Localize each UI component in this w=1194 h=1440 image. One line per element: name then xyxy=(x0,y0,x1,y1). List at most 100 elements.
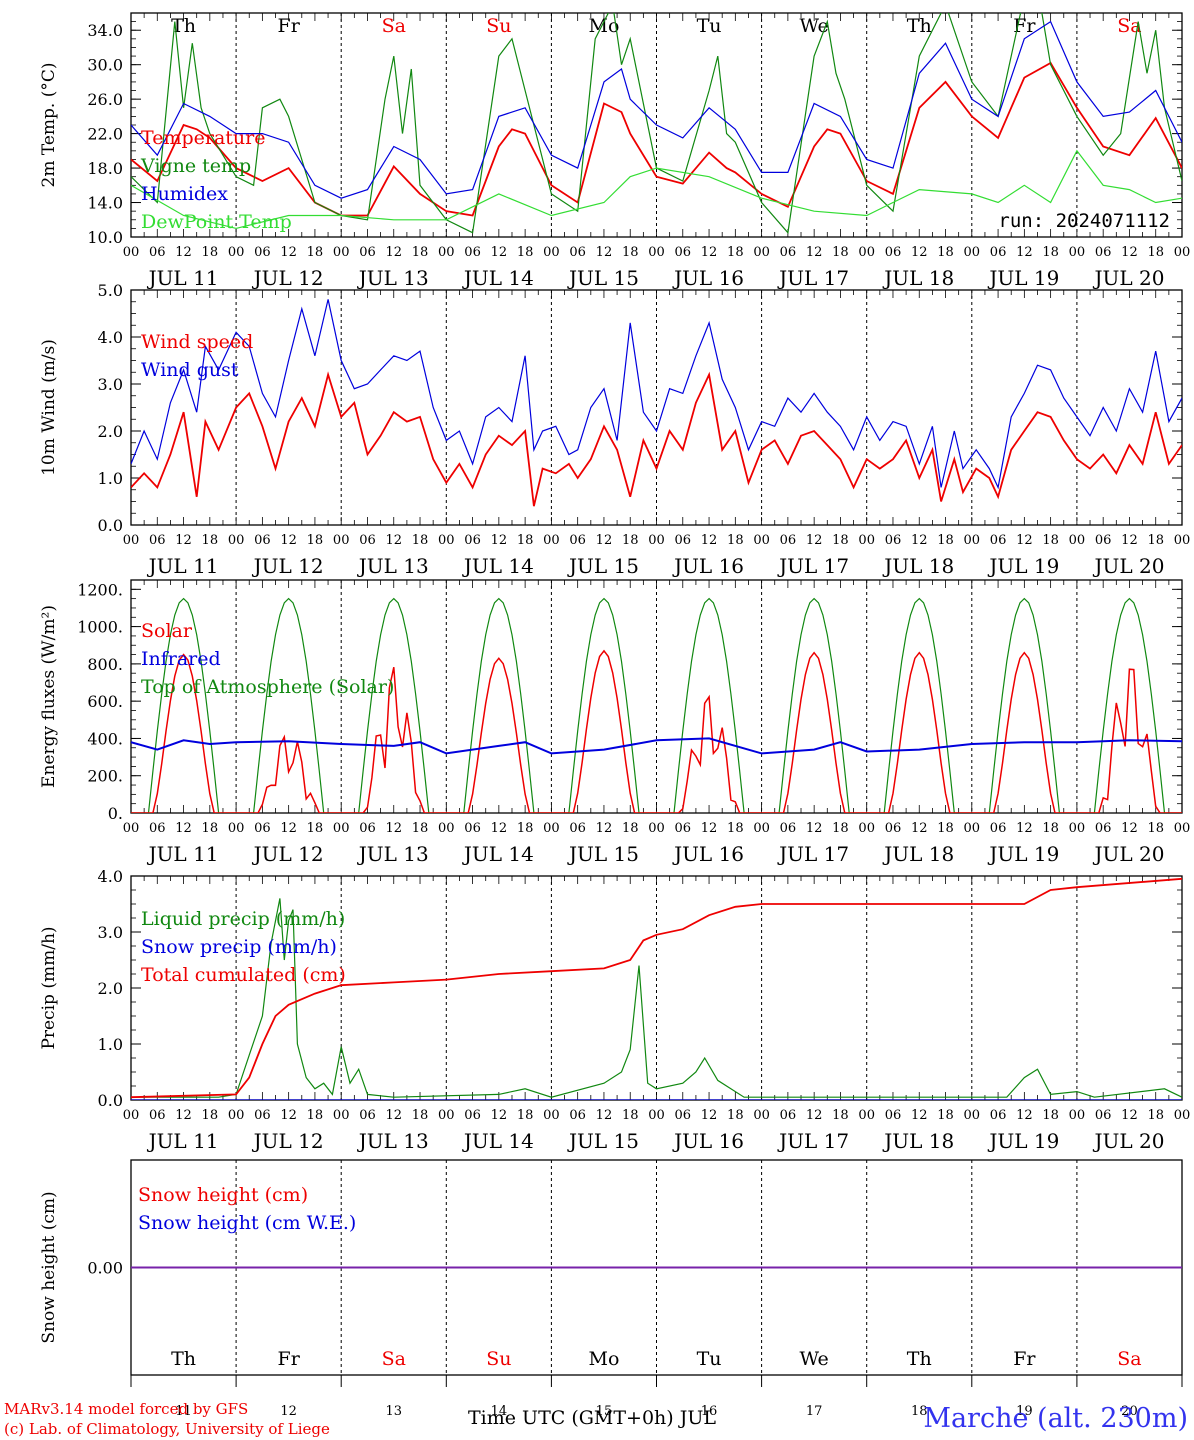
energy-y-tick-label: 200. xyxy=(87,767,123,786)
precip-hour-label: 12 xyxy=(596,1108,613,1123)
wind-date-label: JUL 16 xyxy=(672,554,744,578)
temp-date-label: JUL 20 xyxy=(1092,266,1164,290)
wind-hour-label: 00 xyxy=(228,533,245,548)
energy-hour-label: 06 xyxy=(464,821,481,836)
wind-date-label: JUL 15 xyxy=(567,554,639,578)
wind-hour-label: 18 xyxy=(1147,533,1164,548)
temp-hour-label: 18 xyxy=(727,245,744,260)
precip-hour-label: 18 xyxy=(832,1108,849,1123)
energy-hour-label: 18 xyxy=(307,821,324,836)
wind-series-line-0 xyxy=(131,371,1182,507)
temp-hour-label: 00 xyxy=(753,245,770,260)
energy-date-label: JUL 17 xyxy=(777,842,849,866)
weekday-label-top: Fr xyxy=(278,15,301,37)
temp-hour-label: 06 xyxy=(359,245,376,260)
precip-y-tick-label: 4.0 xyxy=(98,867,123,886)
wind-legend-1: Wind gust xyxy=(141,359,239,381)
precip-hour-label: 06 xyxy=(675,1108,692,1123)
infrared-line xyxy=(131,737,1182,755)
energy-hour-label: 06 xyxy=(359,821,376,836)
energy-hour-label: 18 xyxy=(937,821,954,836)
temp-y-tick-label: 10.0 xyxy=(87,228,123,247)
energy-hour-label: 00 xyxy=(648,821,665,836)
wind-hour-label: 12 xyxy=(806,533,823,548)
temp-y-tick-label: 34.0 xyxy=(87,21,123,40)
precip-date-label: JUL 12 xyxy=(252,1129,324,1153)
wind-hour-label: 00 xyxy=(1069,533,1086,548)
energy-hour-label: 00 xyxy=(1174,821,1191,836)
energy-date-label: JUL 13 xyxy=(357,842,429,866)
energy-hour-label: 12 xyxy=(806,821,823,836)
precip-date-label: JUL 16 xyxy=(672,1129,744,1153)
wind-hour-label: 12 xyxy=(280,533,297,548)
temp-hour-label: 18 xyxy=(622,245,639,260)
precip-hour-label: 18 xyxy=(202,1108,219,1123)
precip-hour-label: 00 xyxy=(123,1108,140,1123)
wind-y-tick-label: 1.0 xyxy=(98,469,123,488)
precip-hour-label: 12 xyxy=(491,1108,508,1123)
precip-hour-label: 12 xyxy=(911,1108,928,1123)
temp-hour-label: 12 xyxy=(175,245,192,260)
temp-hour-label: 12 xyxy=(385,245,402,260)
energy-hour-label: 12 xyxy=(701,821,718,836)
precip-hour-label: 12 xyxy=(175,1108,192,1123)
temp-hour-label: 06 xyxy=(254,245,271,260)
wind-y-tick-label: 0.0 xyxy=(98,516,123,535)
precip-hour-label: 12 xyxy=(385,1108,402,1123)
energy-y-tick-label: 0. xyxy=(108,804,123,823)
temp-hour-label: 18 xyxy=(517,245,534,260)
precip-hour-label: 18 xyxy=(727,1108,744,1123)
precip-date-label: JUL 14 xyxy=(462,1129,534,1153)
day-number-label: 12 xyxy=(280,1404,297,1419)
temp-date-label: JUL 18 xyxy=(882,266,954,290)
energy-date-label: JUL 20 xyxy=(1092,842,1164,866)
temp-hour-label: 00 xyxy=(438,245,455,260)
energy-y-tick-label: 600. xyxy=(87,692,123,711)
wind-hour-label: 00 xyxy=(964,533,981,548)
temp-date-label: JUL 17 xyxy=(777,266,849,290)
solar-line xyxy=(131,649,1182,813)
precip-date-label: JUL 19 xyxy=(987,1129,1059,1153)
temp-series-line-1 xyxy=(131,13,1182,235)
precip-hour-label: 18 xyxy=(1042,1108,1059,1123)
precip-y-tick-label: 3.0 xyxy=(98,923,123,942)
temp-series-line-0 xyxy=(131,61,1182,217)
energy-hour-label: 12 xyxy=(175,821,192,836)
temp-y-tick-label: 30.0 xyxy=(87,56,123,75)
wind-hour-label: 06 xyxy=(149,533,166,548)
energy-legend-2: Top of Atmosphere (Solar) xyxy=(141,676,394,698)
temp-legend-3: DewPoint Temp xyxy=(141,211,292,233)
temp-hour-label: 06 xyxy=(675,245,692,260)
energy-legend-1: Infrared xyxy=(141,648,221,670)
wind-hour-label: 06 xyxy=(885,533,902,548)
energy-hour-label: 12 xyxy=(1121,821,1138,836)
wind-hour-label: 06 xyxy=(675,533,692,548)
wind-hour-label: 12 xyxy=(1121,533,1138,548)
day-number-label: 11 xyxy=(175,1404,192,1419)
energy-hour-label: 06 xyxy=(990,821,1007,836)
temp-hour-label: 00 xyxy=(858,245,875,260)
precip-hour-label: 06 xyxy=(569,1108,586,1123)
energy-y-tick-label: 1200. xyxy=(77,580,123,599)
wind-date-label: JUL 19 xyxy=(987,554,1059,578)
wind-hour-label: 12 xyxy=(596,533,613,548)
wind-series-line-1 xyxy=(131,299,1182,490)
temp-y-tick-label: 18.0 xyxy=(87,159,123,178)
wind-date-label: JUL 14 xyxy=(462,554,534,578)
wind-hour-label: 12 xyxy=(701,533,718,548)
wind-hour-label: 06 xyxy=(254,533,271,548)
energy-legend-0: Solar xyxy=(141,620,193,642)
snow-legend-0: Snow height (cm) xyxy=(138,1184,308,1206)
wind-hour-label: 12 xyxy=(491,533,508,548)
day-number-label: 19 xyxy=(1016,1404,1033,1419)
snow-legend-1: Snow height (cm W.E.) xyxy=(138,1212,356,1234)
temp-hour-label: 18 xyxy=(1147,245,1164,260)
wind-hour-label: 18 xyxy=(937,533,954,548)
weekday-label-bottom: Su xyxy=(486,1348,511,1370)
temp-hour-label: 06 xyxy=(990,245,1007,260)
precip-series-line-2 xyxy=(131,877,1182,1099)
energy-hour-label: 18 xyxy=(1042,821,1059,836)
energy-hour-label: 00 xyxy=(438,821,455,836)
precip-hour-label: 06 xyxy=(464,1108,481,1123)
